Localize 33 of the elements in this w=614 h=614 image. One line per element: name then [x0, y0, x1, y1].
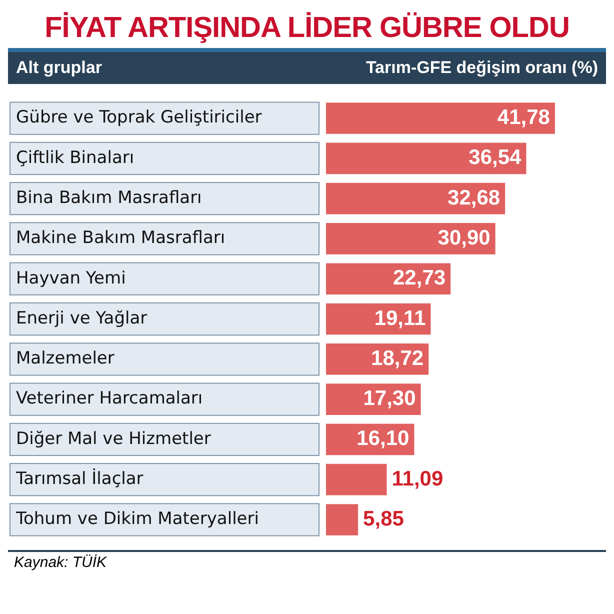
y-tick-label: Makine Bakım Masrafları [16, 228, 226, 248]
y-tick-label: Veteriner Harcamaları [16, 388, 203, 409]
data-label: 32,68 [448, 186, 500, 210]
y-tick-label: Malzemeler [16, 348, 114, 369]
y-tick-label: Tohum ve Dikim Materyalleri [15, 509, 259, 530]
data-label: 11,09 [392, 467, 444, 490]
data-label: 17,30 [363, 387, 416, 410]
text: Kaynak: TÜİK [14, 554, 108, 571]
y-axis-title: Alt gruplar [16, 58, 102, 78]
x-axis-title: Tarım-GFE değişim oranı (%) [366, 58, 598, 78]
bar [326, 504, 358, 536]
data-label: 22,73 [393, 266, 446, 290]
bar [326, 142, 526, 174]
chart-title: FİYAT ARTIŞINDA LİDER GÜBRE OLDU [44, 11, 570, 46]
data-label: 5,85 [363, 508, 404, 531]
y-tick-label: Gübre ve Toprak Geliştiriciler [16, 108, 262, 128]
data-label: 16,10 [356, 427, 410, 450]
bar [326, 182, 506, 214]
data-label: 18,72 [371, 346, 424, 370]
bar [326, 102, 555, 134]
data-label: 36,54 [468, 146, 522, 170]
bar [326, 223, 496, 254]
y-tick-label: Çiftlik Binaları [16, 148, 134, 168]
bar [326, 263, 451, 295]
data-label: 19,11 [374, 306, 426, 330]
y-tick-label: Enerji ve Yağlar [16, 308, 148, 328]
bar [326, 464, 387, 496]
y-tick-label: Hayvan Yemi [16, 268, 126, 288]
y-tick-label: Tarımsal İlaçlar [15, 468, 144, 490]
data-label: 30,90 [438, 226, 490, 250]
data-label: 41,78 [497, 106, 550, 130]
y-tick-label: Bina Bakım Masrafları [16, 188, 202, 208]
y-tick-label: Diğer Mal ve Hizmetler [16, 428, 211, 449]
